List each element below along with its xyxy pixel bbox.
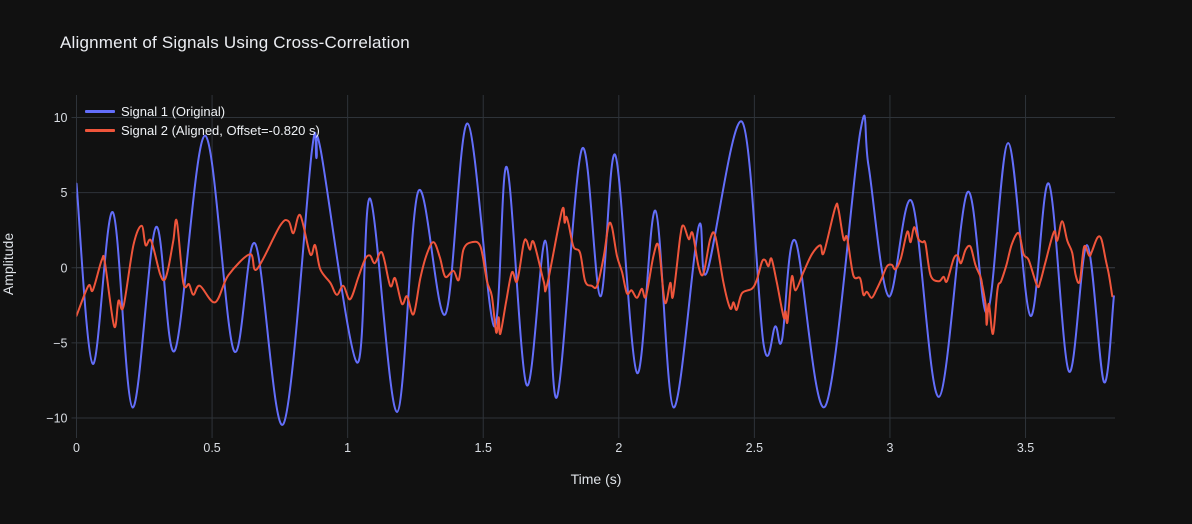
y-tick-label: −5 — [53, 336, 67, 350]
y-tick-label: 10 — [54, 111, 68, 125]
x-tick-label: 3.5 — [1017, 441, 1034, 455]
x-tick-label: 1.5 — [475, 441, 492, 455]
legend-label-signal1: Signal 1 (Original) — [121, 104, 226, 119]
signal2-line-swatch-icon — [85, 129, 115, 132]
x-axis-title-text: Time (s) — [570, 471, 622, 487]
legend-item-signal2[interactable]: Signal 2 (Aligned, Offset=-0.820 s) — [85, 123, 320, 138]
signal1-line-swatch-icon — [85, 110, 115, 113]
y-tick-label: 5 — [61, 186, 68, 200]
x-tick-label: 0.5 — [203, 441, 220, 455]
legend: Signal 1 (Original) Signal 2 (Aligned, O… — [85, 104, 320, 138]
series-line-1[interactable] — [76, 114, 1115, 426]
series-line-2[interactable] — [76, 202, 1114, 335]
y-axis-title: Amplitude — [0, 232, 16, 296]
x-tick-label: 3 — [886, 441, 893, 455]
x-tick-label: 1 — [344, 441, 351, 455]
legend-item-signal1[interactable]: Signal 1 (Original) — [85, 104, 320, 119]
x-axis-title: Time (s) — [0, 471, 1192, 487]
x-tick-label: 0 — [73, 441, 80, 455]
x-tick-label: 2 — [615, 441, 622, 455]
x-tick-label: 2.5 — [746, 441, 763, 455]
chart-title: Alignment of Signals Using Cross-Correla… — [60, 33, 410, 52]
y-tick-label: −10 — [46, 411, 67, 425]
legend-label-signal2: Signal 2 (Aligned, Offset=-0.820 s) — [121, 123, 320, 138]
y-tick-label: 0 — [61, 261, 68, 275]
